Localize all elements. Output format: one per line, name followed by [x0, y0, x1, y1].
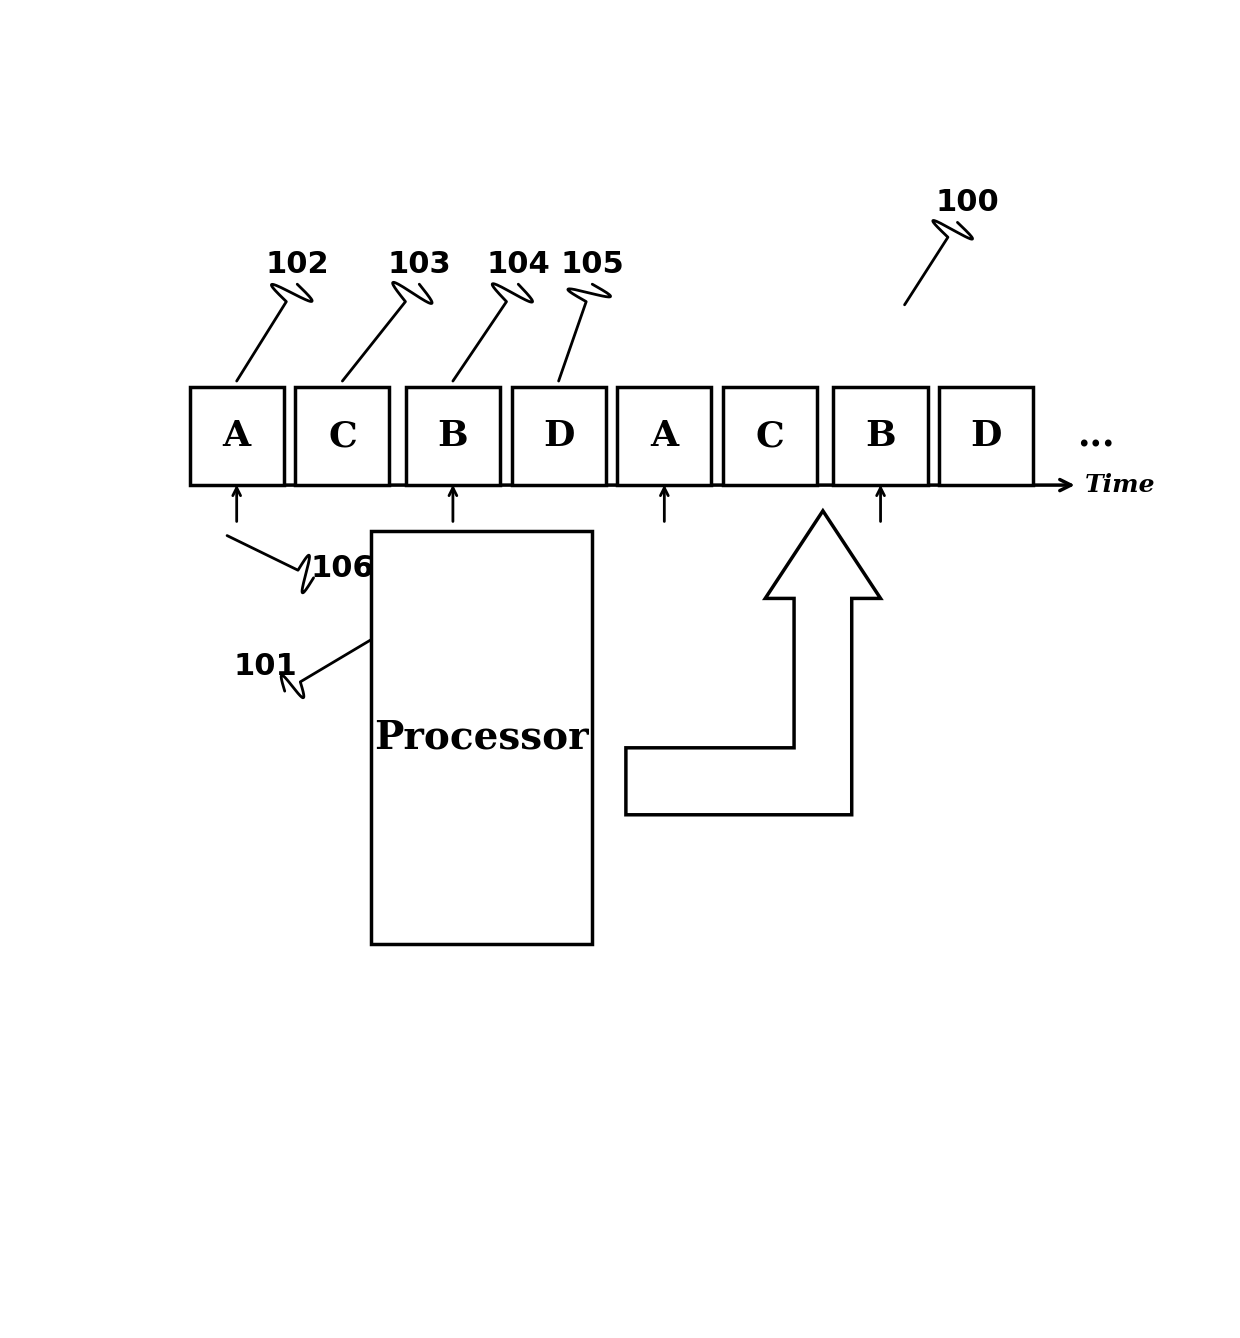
Bar	[295, 387, 389, 486]
Polygon shape	[626, 511, 880, 815]
Text: Time: Time	[1085, 474, 1156, 498]
Bar	[405, 387, 500, 486]
Text: D: D	[543, 419, 574, 454]
Text: B: B	[438, 419, 469, 454]
Bar	[618, 387, 712, 486]
Text: Processor: Processor	[374, 719, 589, 756]
Text: ...: ...	[1078, 419, 1115, 454]
Text: 101: 101	[233, 652, 298, 681]
Text: C: C	[329, 419, 357, 454]
Bar	[939, 387, 1033, 486]
Text: 102: 102	[265, 250, 329, 280]
Text: B: B	[866, 419, 895, 454]
Bar	[190, 387, 284, 486]
Text: D: D	[971, 419, 1002, 454]
Bar	[512, 387, 605, 486]
Text: A: A	[223, 419, 250, 454]
Bar	[371, 531, 593, 943]
Text: C: C	[755, 419, 785, 454]
Text: 103: 103	[387, 250, 451, 280]
Text: A: A	[650, 419, 678, 454]
Text: 100: 100	[935, 189, 999, 217]
Text: 106: 106	[310, 554, 374, 583]
Bar	[833, 387, 928, 486]
Bar	[723, 387, 817, 486]
Text: 105: 105	[560, 250, 624, 280]
Text: 104: 104	[486, 250, 551, 280]
